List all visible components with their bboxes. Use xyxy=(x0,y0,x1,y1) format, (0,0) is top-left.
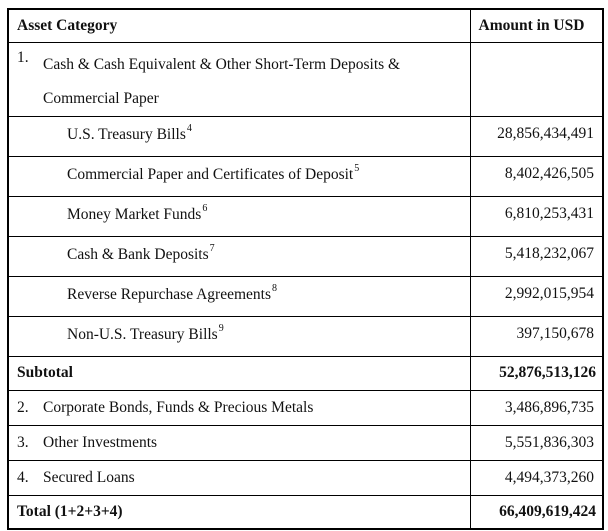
amount-cell: 6,810,253,431 xyxy=(469,195,604,237)
row-number: 1. xyxy=(17,48,29,66)
category-cell: 3. Other Investments xyxy=(7,424,471,461)
category-cell: Non-U.S. Treasury Bills9 xyxy=(7,315,471,357)
amount-cell: 4,494,373,260 xyxy=(469,459,604,496)
row-label: U.S. Treasury Bills xyxy=(67,125,186,143)
table-row-secured-loans: 4. Secured Loans 4,494,373,260 xyxy=(7,459,604,496)
category-cell: Reverse Repurchase Agreements8 xyxy=(7,275,471,317)
amount-cell: 52,876,513,126 xyxy=(469,355,604,391)
footnote-ref: 4 xyxy=(186,123,192,135)
amount-cell: 66,409,619,424 xyxy=(469,494,604,530)
amount-cell: 2,992,015,954 xyxy=(469,275,604,317)
table-header-row: Asset Category Amount in USD xyxy=(7,8,604,43)
row-label: Reverse Repurchase Agreements xyxy=(67,285,272,303)
category-cell: 2. Corporate Bonds, Funds & Precious Met… xyxy=(7,389,471,426)
row-label: Money Market Funds xyxy=(67,205,202,223)
table-row-corporate-bonds: 2. Corporate Bonds, Funds & Precious Met… xyxy=(7,389,604,426)
table-row-total: Total (1+2+3+4) 66,409,619,424 xyxy=(7,494,604,530)
category-cell: Subtotal xyxy=(7,355,471,391)
category-cell: Money Market Funds6 xyxy=(7,195,471,237)
row-label: Commercial Paper and Certificates of Dep… xyxy=(67,165,354,183)
footnote-ref: 7 xyxy=(209,243,215,255)
row-number: 2. xyxy=(17,398,29,416)
amount-cell xyxy=(469,41,604,117)
table-row-money-market-funds: Money Market Funds6 6,810,253,431 xyxy=(7,195,604,237)
asset-category-header: Asset Category xyxy=(7,8,471,43)
row-label: Non-U.S. Treasury Bills xyxy=(67,325,218,343)
amount-cell: 3,486,896,735 xyxy=(469,389,604,426)
table-row-us-treasury-bills: U.S. Treasury Bills4 28,856,434,491 xyxy=(7,115,604,157)
table-row-other-investments: 3. Other Investments 5,551,836,303 xyxy=(7,424,604,461)
row-label: Cash & Bank Deposits xyxy=(67,245,209,263)
reserves-table-container: Asset Category Amount in USD 1. Cash & C… xyxy=(7,8,604,530)
amount-header: Amount in USD xyxy=(469,8,604,43)
category-cell: U.S. Treasury Bills4 xyxy=(7,115,471,157)
row-label: Secured Loans xyxy=(43,468,135,486)
row-number: 3. xyxy=(17,433,29,451)
table-row-non-us-treasury-bills: Non-U.S. Treasury Bills9 397,150,678 xyxy=(7,315,604,357)
footnote-ref: 8 xyxy=(272,283,278,295)
category-cell: Commercial Paper and Certificates of Dep… xyxy=(7,155,471,197)
table-row-subtotal: Subtotal 52,876,513,126 xyxy=(7,355,604,391)
table-row-cash-bank-deposits: Cash & Bank Deposits7 5,418,232,067 xyxy=(7,235,604,277)
row-number: 4. xyxy=(17,468,29,486)
amount-cell: 397,150,678 xyxy=(469,315,604,357)
category-cell: Cash & Bank Deposits7 xyxy=(7,235,471,277)
row-label: Corporate Bonds, Funds & Precious Metals xyxy=(43,398,314,416)
category-cell: Total (1+2+3+4) xyxy=(7,494,471,530)
amount-cell: 5,418,232,067 xyxy=(469,235,604,277)
amount-cell: 8,402,426,505 xyxy=(469,155,604,197)
footnote-ref: 6 xyxy=(202,203,208,215)
category-cell: 4. Secured Loans xyxy=(7,459,471,496)
row-label: Other Investments xyxy=(43,433,158,451)
row-label: Cash & Cash Equivalent & Other Short-Ter… xyxy=(43,55,401,107)
table-row-commercial-paper: Commercial Paper and Certificates of Dep… xyxy=(7,155,604,197)
table-row-group-1: 1. Cash & Cash Equivalent & Other Short-… xyxy=(7,41,604,117)
amount-cell: 5,551,836,303 xyxy=(469,424,604,461)
amount-cell: 28,856,434,491 xyxy=(469,115,604,157)
table-row-reverse-repurchase: Reverse Repurchase Agreements8 2,992,015… xyxy=(7,275,604,317)
reserves-table: Asset Category Amount in USD 1. Cash & C… xyxy=(7,8,604,530)
footnote-ref: 5 xyxy=(354,163,360,175)
footnote-ref: 9 xyxy=(218,323,224,335)
category-cell: 1. Cash & Cash Equivalent & Other Short-… xyxy=(7,41,471,117)
